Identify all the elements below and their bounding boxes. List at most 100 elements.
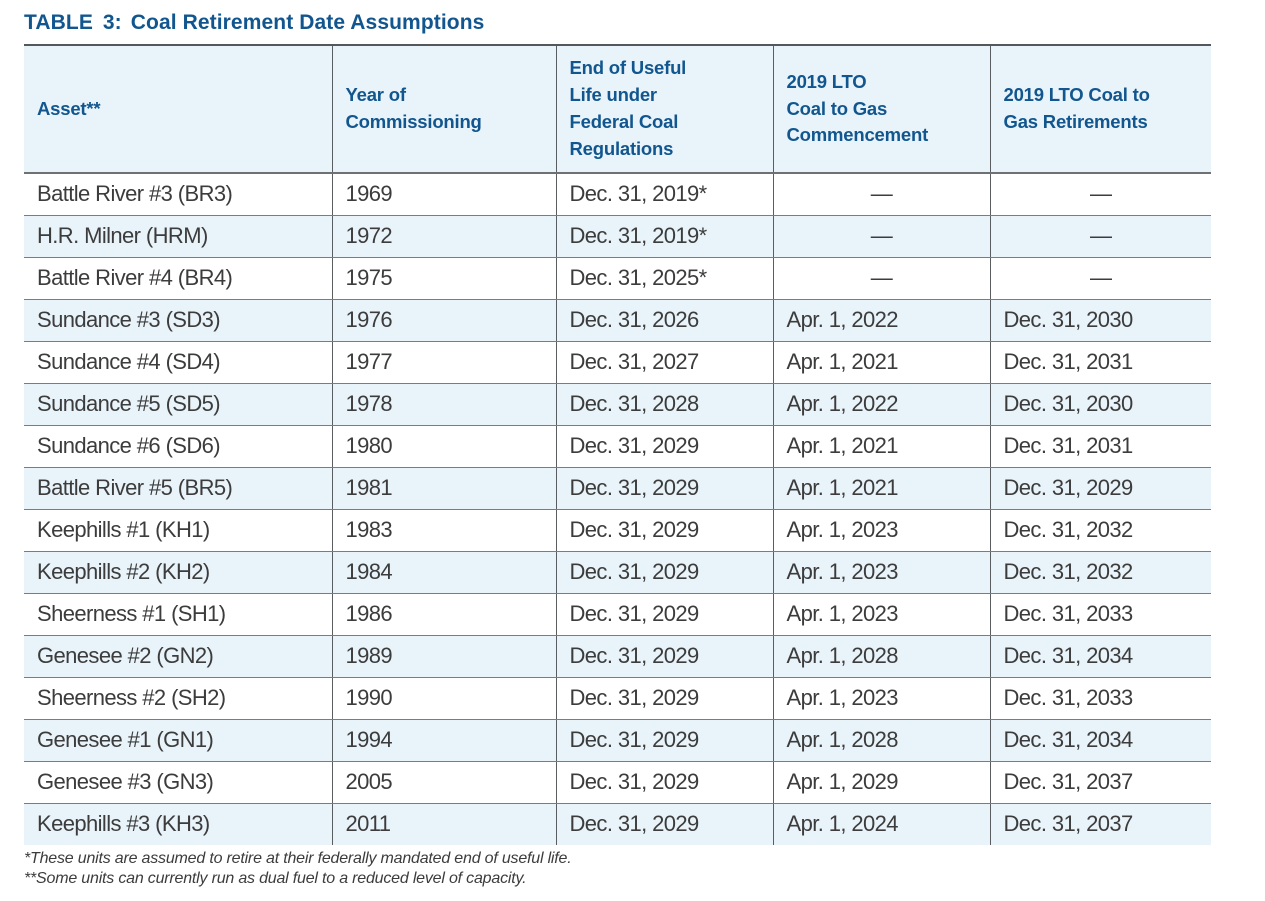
cell-year: 1994 [331, 719, 556, 762]
cell-commencement: Apr. 1, 2022 [772, 299, 990, 342]
cell-end-of-useful-life: Dec. 31, 2027 [555, 341, 773, 384]
cell-year: 1981 [331, 467, 556, 510]
cell-end-of-useful-life: Dec. 31, 2025* [555, 257, 773, 300]
cell-retirement: — [989, 257, 1211, 300]
cell-retirement: Dec. 31, 2033 [989, 677, 1211, 720]
cell-year: 1978 [331, 383, 556, 426]
table-row: Battle River #3 (BR3) 1969 Dec. 31, 2019… [24, 173, 1211, 216]
cell-year: 1990 [331, 677, 556, 720]
cell-commencement: Apr. 1, 2021 [772, 425, 990, 468]
cell-asset: Keephills #3 (KH3) [24, 803, 332, 845]
cell-retirement: Dec. 31, 2030 [989, 299, 1211, 342]
table-row: Sundance #4 (SD4) 1977 Dec. 31, 2027 Apr… [24, 341, 1211, 384]
cell-retirement: Dec. 31, 2037 [989, 803, 1211, 845]
footnote-line: **Some units can currently run as dual f… [24, 869, 527, 887]
cell-year: 1977 [331, 341, 556, 384]
cell-asset: Keephills #2 (KH2) [24, 551, 332, 594]
cell-commencement: Apr. 1, 2023 [772, 509, 990, 552]
cell-end-of-useful-life: Dec. 31, 2029 [555, 425, 773, 468]
column-header-coal-to-gas-commencement: 2019 LTO Coal to Gas Commencement [772, 45, 990, 174]
cell-retirement: Dec. 31, 2029 [989, 467, 1211, 510]
cell-retirement: Dec. 31, 2030 [989, 383, 1211, 426]
cell-commencement: Apr. 1, 2023 [772, 677, 990, 720]
cell-end-of-useful-life: Dec. 31, 2026 [555, 299, 773, 342]
cell-year: 1972 [331, 215, 556, 258]
table-title: TABLE 3: Coal Retirement Date Assumptions [24, 11, 484, 35]
column-header-asset: Asset** [24, 45, 332, 174]
table-row: Genesee #3 (GN3) 2005 Dec. 31, 2029 Apr.… [24, 761, 1211, 804]
cell-asset: Sundance #3 (SD3) [24, 299, 332, 342]
cell-retirement: Dec. 31, 2032 [989, 509, 1211, 552]
table-row: Keephills #1 (KH1) 1983 Dec. 31, 2029 Ap… [24, 509, 1211, 552]
table-row: Keephills #2 (KH2) 1984 Dec. 31, 2029 Ap… [24, 551, 1211, 594]
cell-retirement: — [989, 215, 1211, 258]
cell-end-of-useful-life: Dec. 31, 2029 [555, 467, 773, 510]
cell-end-of-useful-life: Dec. 31, 2029 [555, 761, 773, 804]
cell-asset: Sundance #4 (SD4) [24, 341, 332, 384]
coal-retirement-table: Asset** Year of Commissioning End of Use… [24, 44, 1211, 845]
table-body: Battle River #3 (BR3) 1969 Dec. 31, 2019… [24, 173, 1211, 845]
cell-asset: Battle River #4 (BR4) [24, 257, 332, 300]
header-row: Asset** Year of Commissioning End of Use… [24, 45, 1211, 174]
cell-asset: H.R. Milner (HRM) [24, 215, 332, 258]
table-row: Sundance #5 (SD5) 1978 Dec. 31, 2028 Apr… [24, 383, 1211, 426]
cell-year: 1980 [331, 425, 556, 468]
cell-asset: Sundance #5 (SD5) [24, 383, 332, 426]
cell-retirement: Dec. 31, 2037 [989, 761, 1211, 804]
footnotes: *These units are assumed to retire at th… [24, 849, 572, 888]
cell-retirement: Dec. 31, 2034 [989, 719, 1211, 762]
cell-year: 2011 [331, 803, 556, 845]
cell-retirement: Dec. 31, 2031 [989, 341, 1211, 384]
cell-year: 1989 [331, 635, 556, 678]
cell-asset: Genesee #3 (GN3) [24, 761, 332, 804]
cell-commencement: Apr. 1, 2024 [772, 803, 990, 845]
table-header: Asset** Year of Commissioning End of Use… [24, 45, 1211, 174]
cell-year: 1984 [331, 551, 556, 594]
cell-year: 1983 [331, 509, 556, 552]
table-row: Sheerness #2 (SH2) 1990 Dec. 31, 2029 Ap… [24, 677, 1211, 720]
cell-asset: Battle River #5 (BR5) [24, 467, 332, 510]
cell-end-of-useful-life: Dec. 31, 2028 [555, 383, 773, 426]
cell-year: 1986 [331, 593, 556, 636]
cell-commencement: Apr. 1, 2021 [772, 467, 990, 510]
cell-asset: Sheerness #1 (SH1) [24, 593, 332, 636]
cell-asset: Genesee #1 (GN1) [24, 719, 332, 762]
cell-commencement: Apr. 1, 2028 [772, 719, 990, 762]
table-row: Genesee #1 (GN1) 1994 Dec. 31, 2029 Apr.… [24, 719, 1211, 762]
cell-commencement: Apr. 1, 2021 [772, 341, 990, 384]
cell-year: 1976 [331, 299, 556, 342]
cell-retirement: Dec. 31, 2031 [989, 425, 1211, 468]
cell-retirement: Dec. 31, 2032 [989, 551, 1211, 594]
cell-year: 1975 [331, 257, 556, 300]
cell-end-of-useful-life: Dec. 31, 2019* [555, 173, 773, 216]
cell-end-of-useful-life: Dec. 31, 2029 [555, 803, 773, 845]
table-row: Sundance #6 (SD6) 1980 Dec. 31, 2029 Apr… [24, 425, 1211, 468]
cell-commencement: Apr. 1, 2023 [772, 593, 990, 636]
cell-end-of-useful-life: Dec. 31, 2029 [555, 635, 773, 678]
cell-asset: Keephills #1 (KH1) [24, 509, 332, 552]
cell-commencement: Apr. 1, 2022 [772, 383, 990, 426]
cell-retirement: — [989, 173, 1211, 216]
cell-end-of-useful-life: Dec. 31, 2029 [555, 551, 773, 594]
cell-year: 1969 [331, 173, 556, 216]
table-title-label: TABLE 3: [24, 11, 122, 34]
cell-year: 2005 [331, 761, 556, 804]
cell-commencement: — [772, 257, 990, 300]
cell-commencement: Apr. 1, 2029 [772, 761, 990, 804]
cell-commencement: Apr. 1, 2028 [772, 635, 990, 678]
table-row: Sheerness #1 (SH1) 1986 Dec. 31, 2029 Ap… [24, 593, 1211, 636]
cell-asset: Genesee #2 (GN2) [24, 635, 332, 678]
column-header-coal-to-gas-retirements: 2019 LTO Coal to Gas Retirements [989, 45, 1211, 174]
column-header-year-of-commissioning: Year of Commissioning [331, 45, 556, 174]
table-row: Sundance #3 (SD3) 1976 Dec. 31, 2026 Apr… [24, 299, 1211, 342]
cell-asset: Sheerness #2 (SH2) [24, 677, 332, 720]
cell-retirement: Dec. 31, 2033 [989, 593, 1211, 636]
cell-end-of-useful-life: Dec. 31, 2029 [555, 593, 773, 636]
cell-end-of-useful-life: Dec. 31, 2029 [555, 509, 773, 552]
table-row: Battle River #5 (BR5) 1981 Dec. 31, 2029… [24, 467, 1211, 510]
cell-end-of-useful-life: Dec. 31, 2019* [555, 215, 773, 258]
cell-asset: Battle River #3 (BR3) [24, 173, 332, 216]
column-header-end-of-useful-life: End of Useful Life under Federal Coal Re… [555, 45, 773, 174]
cell-asset: Sundance #6 (SD6) [24, 425, 332, 468]
